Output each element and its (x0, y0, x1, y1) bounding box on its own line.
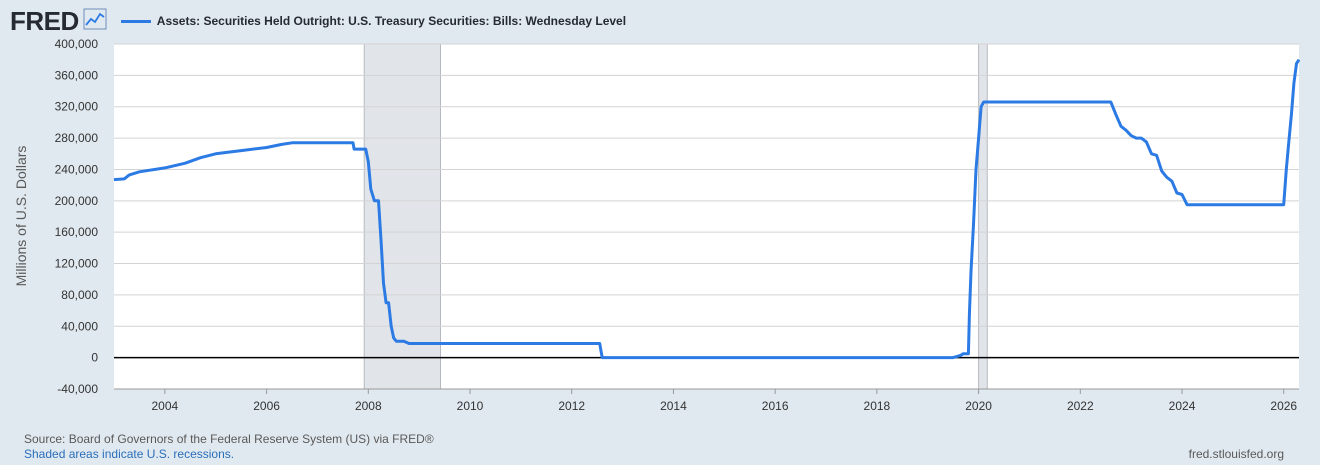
x-tick-label: 2020 (965, 399, 992, 413)
x-tick-label: 2006 (253, 399, 280, 413)
site-link[interactable]: fred.stlouisfed.org (1188, 447, 1284, 461)
legend-series-label[interactable]: Assets: Securities Held Outright: U.S. T… (156, 14, 627, 28)
y-tick-label: 320,000 (55, 100, 99, 114)
chart-trend-icon (83, 8, 107, 35)
y-tick-label: -40,000 (57, 382, 98, 396)
chart-header: FRED Assets: Securities Held Outright: U… (10, 6, 626, 36)
y-tick-label: 160,000 (55, 225, 99, 239)
y-tick-label: 120,000 (55, 257, 99, 271)
recession-band (978, 44, 988, 389)
y-tick-label: 0 (91, 351, 98, 365)
fred-logo[interactable]: FRED (10, 5, 79, 36)
y-tick-label: 400,000 (55, 37, 99, 51)
y-tick-label: 200,000 (55, 194, 99, 208)
y-axis-label: Millions of U.S. Dollars (13, 146, 29, 287)
x-tick-label: 2026 (1270, 399, 1297, 413)
x-tick-label: 2012 (558, 399, 585, 413)
x-tick-label: 2008 (355, 399, 382, 413)
x-tick-label: 2024 (1169, 399, 1196, 413)
y-tick-label: 80,000 (61, 288, 98, 302)
plot-area (114, 44, 1299, 389)
recession-note: Shaded areas indicate U.S. recessions. (24, 447, 235, 461)
x-tick-label: 2022 (1067, 399, 1094, 413)
x-tick-label: 2010 (457, 399, 484, 413)
legend-swatch (120, 19, 151, 23)
x-tick-label: 2016 (762, 399, 789, 413)
chart-legend: Assets: Securities Held Outright: U.S. T… (120, 14, 627, 28)
x-tick-label: 2018 (864, 399, 891, 413)
line-chart: -40,000 0 40,000 80,000 120,000 160,000 200,00… (13, 37, 1301, 413)
recession-band (364, 44, 441, 389)
series-line[interactable] (113, 58, 1301, 360)
x-tick-label: 2014 (660, 399, 687, 413)
source-note: Source: Board of Governors of the Federa… (24, 432, 434, 446)
x-tick-label: 2004 (152, 399, 179, 413)
y-tick-label: 240,000 (55, 162, 99, 176)
y-tick-label: 280,000 (55, 131, 99, 145)
y-tick-label: 360,000 (55, 68, 99, 82)
y-tick-label: 40,000 (61, 319, 98, 333)
